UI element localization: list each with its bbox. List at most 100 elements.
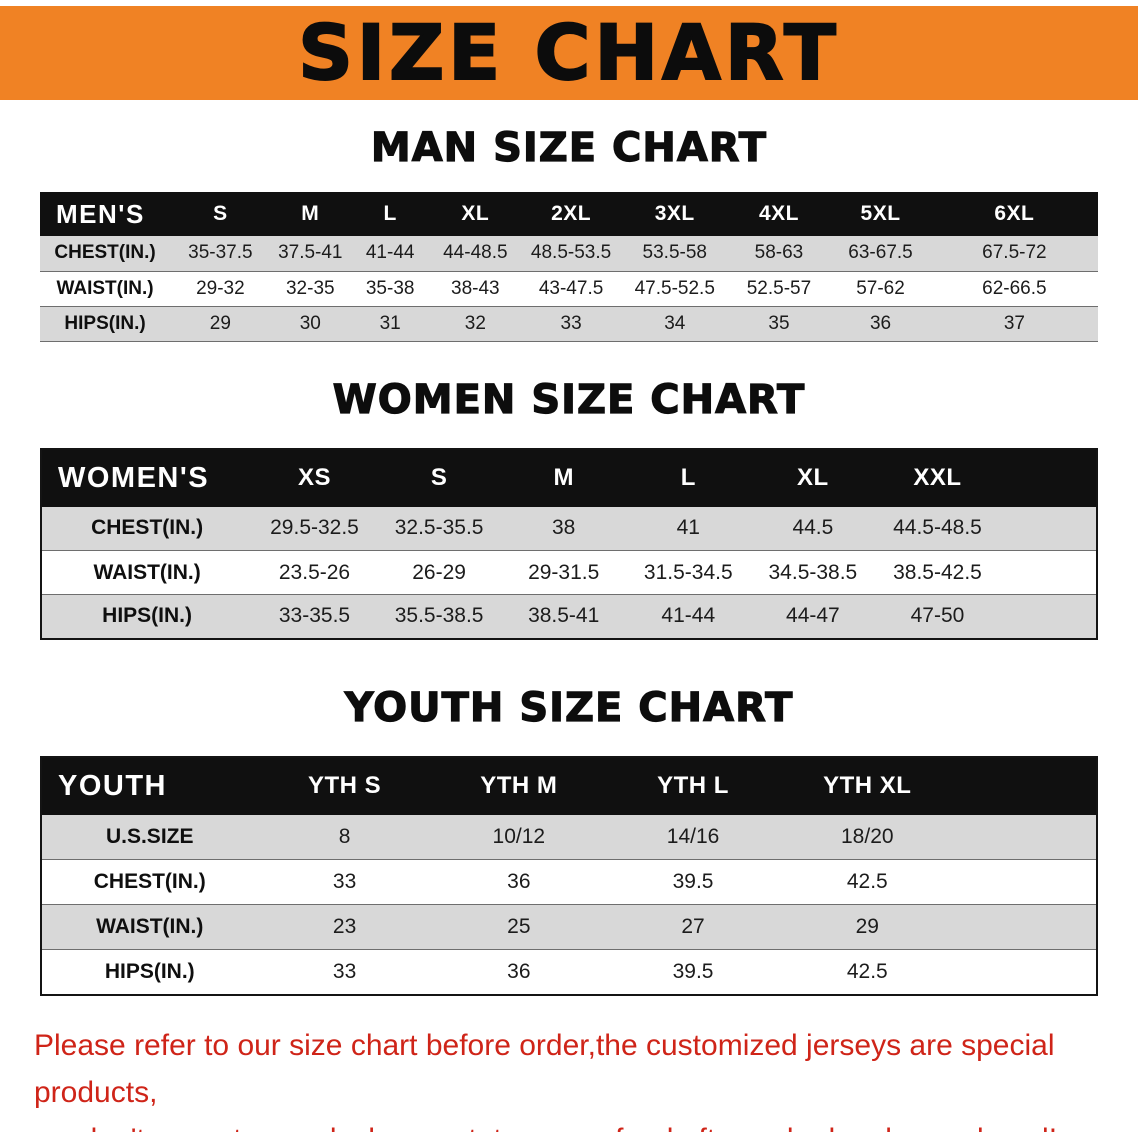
value-cell: 41 bbox=[676, 516, 700, 540]
disclaimer: Please refer to our size chart before or… bbox=[0, 1022, 1138, 1132]
value-cell: 35.5-38.5 bbox=[394, 604, 484, 628]
value-cell: 67.5-72 bbox=[982, 242, 1047, 264]
table-row: HIPS(IN.) 29 30 31 32 33 34 35 36 37 bbox=[40, 306, 1098, 341]
value-cell: 39.5 bbox=[672, 870, 714, 893]
col-header: YTH L bbox=[605, 756, 781, 815]
col-header: YTH S bbox=[257, 756, 432, 815]
col-header: L bbox=[625, 448, 751, 507]
col-header: XXL bbox=[875, 448, 1000, 507]
value-cell: 38 bbox=[552, 516, 576, 540]
col-header: YTH M bbox=[431, 756, 606, 815]
spacer-cell bbox=[954, 905, 1097, 950]
value-cell: 30 bbox=[299, 312, 321, 334]
value-cell: 52.5-57 bbox=[746, 277, 812, 299]
spacer-cell bbox=[1000, 551, 1097, 595]
value-cell: 44.5 bbox=[792, 516, 834, 540]
women-size-table: WOMEN'S XS S M L XL XXL CHEST(IN.) 29.5-… bbox=[40, 447, 1098, 640]
value-cell: 18/20 bbox=[841, 824, 894, 848]
row-label: WAIST(IN.) bbox=[96, 915, 204, 938]
spacer-cell bbox=[999, 448, 1097, 507]
value-cell: 47-50 bbox=[910, 604, 965, 628]
men-section-heading: MAN SIZE CHART bbox=[370, 125, 768, 171]
row-label: HIPS(IN.) bbox=[64, 312, 146, 334]
value-cell: 33 bbox=[332, 870, 357, 893]
value-cell: 53.5-58 bbox=[642, 242, 707, 264]
spacer-cell bbox=[1000, 507, 1097, 551]
table-corner-label: MEN'S bbox=[40, 192, 171, 236]
value-cell: 23.5-26 bbox=[278, 560, 351, 584]
row-label: CHEST(IN.) bbox=[93, 870, 206, 893]
value-cell: 44-48.5 bbox=[443, 242, 508, 264]
value-cell: 38.5-41 bbox=[528, 604, 600, 628]
table-row: HIPS(IN.) 33 36 39.5 42.5 bbox=[41, 949, 1097, 995]
value-cell: 10/12 bbox=[492, 824, 546, 848]
youth-header-row: YOUTH YTH S YTH M YTH L YTH XL bbox=[41, 756, 1097, 815]
value-cell: 63-67.5 bbox=[848, 242, 913, 264]
value-cell: 42.5 bbox=[846, 870, 888, 893]
spacer-cell bbox=[954, 756, 1097, 815]
value-cell: 34 bbox=[664, 312, 686, 334]
value-cell: 31 bbox=[379, 312, 401, 334]
value-cell: 23 bbox=[332, 915, 357, 938]
value-cell: 47.5-52.5 bbox=[634, 277, 715, 299]
col-header: YTH XL bbox=[780, 756, 955, 815]
value-cell: 43-47.5 bbox=[538, 277, 604, 299]
value-cell: 35-37.5 bbox=[188, 242, 253, 264]
value-cell: 26-29 bbox=[412, 560, 466, 584]
col-header: M bbox=[270, 192, 350, 236]
col-header: 5XL bbox=[830, 192, 931, 236]
title-banner: SIZE CHART bbox=[0, 6, 1138, 100]
value-cell: 58-63 bbox=[754, 242, 804, 264]
value-cell: 8 bbox=[338, 824, 351, 848]
table-row: WAIST(IN.) 23 25 27 29 bbox=[41, 904, 1097, 950]
table-row: CHEST(IN.) 35-37.5 37.5-41 41-44 44-48.5… bbox=[40, 236, 1098, 271]
row-label: HIPS(IN.) bbox=[104, 959, 195, 983]
disclaimer-line-1: Please refer to our size chart before or… bbox=[34, 1028, 1055, 1109]
youth-size-table: YOUTH YTH S YTH M YTH L YTH XL U.S.SIZE … bbox=[40, 755, 1098, 996]
women-section: WOMEN SIZE CHART WOMEN'S XS S M L XL XXL bbox=[0, 376, 1138, 640]
value-cell: 31.5-34.5 bbox=[643, 560, 733, 584]
table-row: HIPS(IN.) 33-35.5 35.5-38.5 38.5-41 41-4… bbox=[41, 594, 1097, 639]
table-corner-label: YOUTH bbox=[41, 756, 258, 815]
value-cell: 33 bbox=[332, 959, 357, 983]
row-label: WAIST(IN.) bbox=[56, 277, 154, 299]
women-section-heading: WOMEN SIZE CHART bbox=[332, 376, 806, 423]
col-header: S bbox=[376, 448, 502, 507]
col-header: XL bbox=[430, 192, 521, 236]
value-cell: 57-62 bbox=[856, 277, 905, 299]
value-cell: 33 bbox=[560, 312, 582, 334]
row-label: CHEST(IN.) bbox=[91, 516, 204, 540]
value-cell: 14/16 bbox=[666, 824, 720, 848]
col-header: XL bbox=[750, 448, 876, 507]
col-header: L bbox=[349, 192, 431, 236]
row-label: HIPS(IN.) bbox=[102, 604, 193, 628]
value-cell: 44.5-48.5 bbox=[893, 516, 982, 540]
row-label: CHEST(IN.) bbox=[54, 242, 156, 264]
value-cell: 38.5-42.5 bbox=[893, 560, 982, 584]
table-row: CHEST(IN.) 33 36 39.5 42.5 bbox=[41, 859, 1097, 905]
value-cell: 29-31.5 bbox=[528, 560, 600, 584]
value-cell: 35-38 bbox=[365, 277, 415, 299]
table-row: WAIST(IN.) 23.5-26 26-29 29-31.5 31.5-34… bbox=[41, 550, 1097, 595]
value-cell: 27 bbox=[681, 915, 705, 938]
table-row: WAIST(IN.) 29-32 32-35 35-38 38-43 43-47… bbox=[40, 271, 1098, 306]
col-header: 2XL bbox=[520, 192, 622, 236]
women-header-row: WOMEN'S XS S M L XL XXL bbox=[41, 448, 1097, 507]
value-cell: 25 bbox=[507, 915, 531, 938]
youth-section-heading: YOUTH SIZE CHART bbox=[344, 684, 794, 731]
col-header: M bbox=[501, 448, 626, 507]
value-cell: 29 bbox=[855, 915, 879, 938]
col-header: 6XL bbox=[930, 192, 1098, 236]
col-header: 4XL bbox=[727, 192, 831, 236]
value-cell: 37.5-41 bbox=[278, 242, 343, 264]
row-label: WAIST(IN.) bbox=[93, 560, 201, 584]
value-cell: 44-47 bbox=[786, 604, 840, 628]
value-cell: 29-32 bbox=[196, 277, 245, 299]
men-size-table: MEN'S S M L XL 2XL 3XL 4XL 5XL 6XL CHEST… bbox=[40, 192, 1098, 342]
value-cell: 32.5-35.5 bbox=[394, 516, 484, 540]
value-cell: 41-44 bbox=[365, 242, 415, 264]
men-section: MAN SIZE CHART MEN'S S M L XL 2XL 3XL 4X… bbox=[0, 125, 1138, 342]
value-cell: 34.5-38.5 bbox=[768, 560, 858, 584]
value-cell: 29.5-32.5 bbox=[270, 516, 359, 540]
col-header: S bbox=[170, 192, 271, 236]
